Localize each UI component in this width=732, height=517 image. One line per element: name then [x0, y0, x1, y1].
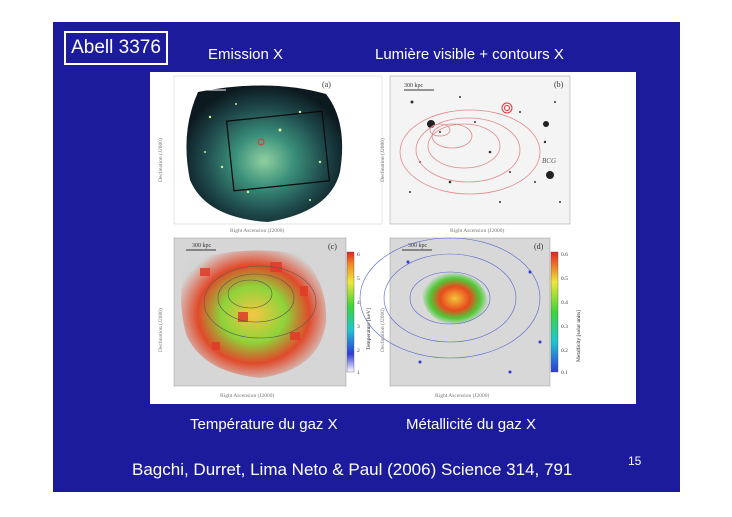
panel-c-scale: 300 kpc [192, 243, 212, 249]
panel-a-xlabel: Right Ascension (J2000) [230, 227, 285, 234]
panel-a [173, 75, 383, 225]
panel-b-xlabel: Right Ascension (J2000) [450, 227, 505, 234]
panel-d-tick-0.1: 0.1 [561, 370, 568, 376]
panel-c-tick-6: 6 [357, 252, 360, 258]
panel-d-tick-0.2: 0.2 [561, 348, 568, 354]
label-emission: Emission X [208, 46, 284, 63]
panel-c-letter: (c) [328, 242, 337, 251]
page-number: 15 [628, 454, 642, 468]
panel-b [389, 75, 571, 225]
panel-c-tick-3: 3 [357, 324, 360, 330]
panel-b-scale: 300 kpc [404, 83, 424, 89]
panel-b-letter: (b) [554, 80, 564, 89]
panel-d-ylabel: Declination (J2000) [379, 308, 386, 352]
panel-c-tick-2: 2 [357, 348, 360, 354]
panel-c [173, 237, 355, 387]
panel-a-scale: 300 kpc [200, 83, 221, 89]
panel-d-letter: (d) [534, 242, 544, 251]
panel-d-colorbar-label: Metallicity [solar units] [576, 310, 582, 362]
slide: Abell 3376 Emission X Lumière visible + … [53, 22, 680, 492]
panel-a-letter: (a) [322, 80, 331, 89]
panel-d-scale: 300 kpc [408, 243, 428, 249]
slide-title: Abell 3376 [64, 31, 168, 65]
panel-d-xlabel: Right Ascension (J2000) [435, 392, 490, 399]
citation: Bagchi, Durret, Lima Neto & Paul (2006) … [132, 460, 573, 479]
panel-c-ylabel: Declination (J2000) [157, 308, 164, 352]
panel-c-tick-1: 1 [357, 370, 360, 376]
figure-svg: 300 kpc (a) [157, 75, 582, 399]
panel-c-tick-5: 5 [357, 276, 360, 282]
label-metallicity: Métallicité du gaz X [406, 416, 537, 433]
label-visible-light: Lumière visible + contours X [375, 46, 564, 63]
panel-c-tick-4: 4 [357, 300, 360, 306]
panel-d-tick-0.3: 0.3 [561, 324, 568, 330]
panel-d-tick-0.5: 0.5 [561, 276, 568, 282]
panel-d-tick-0.4: 0.4 [561, 300, 568, 306]
figure-panels: 300 kpc (a) [150, 72, 636, 404]
panel-c-xlabel: Right Ascension (J2000) [220, 392, 275, 399]
label-temperature: Température du gaz X [190, 416, 338, 433]
panel-a-ylabel: Declination (J2000) [157, 138, 164, 182]
panel-d [359, 237, 559, 387]
panel-b-bcg-label: BCG [542, 157, 556, 165]
panel-d-tick-0.6: 0.6 [561, 252, 568, 258]
panel-c-colorbar-label: Temperature [keV] [366, 308, 372, 350]
panel-b-ylabel: Declination (J2000) [379, 138, 386, 182]
